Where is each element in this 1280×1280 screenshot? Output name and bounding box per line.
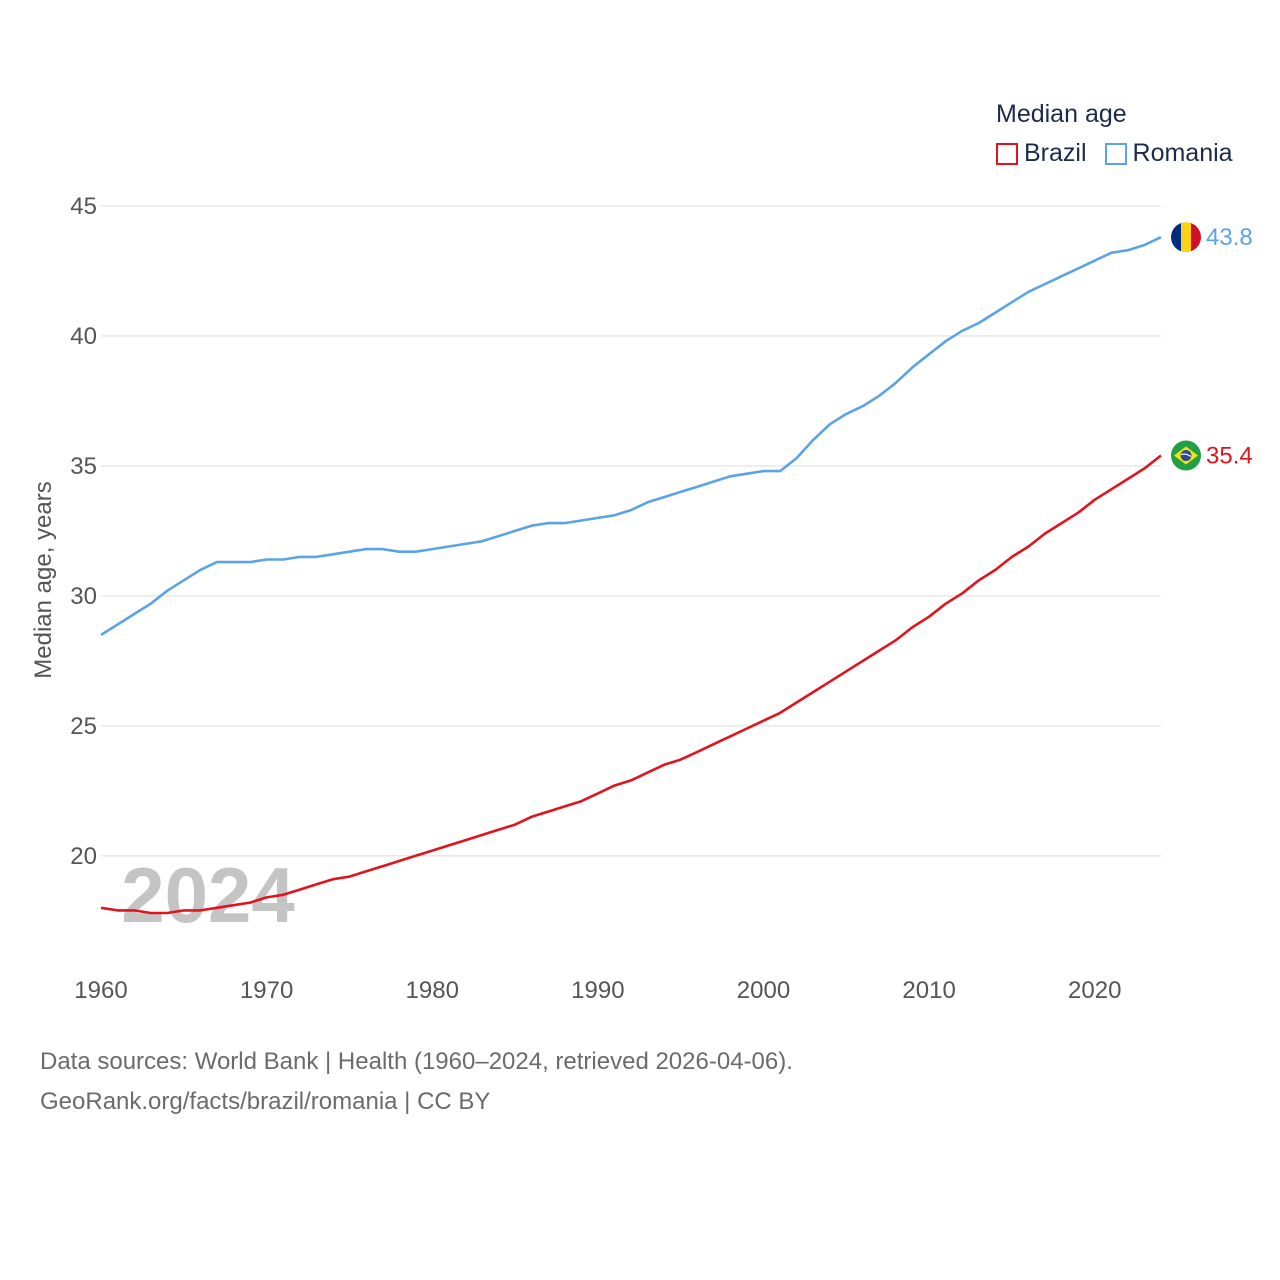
legend-label-romania: Romania [1132,139,1233,167]
legend-swatch-brazil [996,142,1018,165]
y-tick-label: 40 [70,323,97,350]
x-tick-label: 2020 [1068,977,1121,1004]
series-lines [100,236,1162,915]
y-tick-label: 25 [70,713,97,740]
year-watermark: 2024 [121,851,295,939]
brazil-flag-icon [1171,440,1201,471]
legend-item-brazil[interactable]: Brazil [996,139,1087,168]
y-tick-label: 45 [70,193,97,220]
x-tick-label: 1980 [406,977,459,1004]
legend-swatch-romania [1104,142,1127,165]
grid-lines [101,205,1161,857]
x-tick-label: 1990 [571,977,624,1004]
source-line: Data sources: World Bank | Health (1960–… [40,1048,793,1075]
legend: Median age Brazil Romania [996,100,1233,168]
x-tick-label: 1960 [74,977,127,1004]
series-line-romania [100,236,1162,637]
romania-end-marker: 43.8 [1171,222,1253,253]
x-tick-label: 1970 [240,977,293,1004]
x-tick-label: 2000 [737,977,790,1004]
data-sources: Data sources: World Bank | Health (1960–… [40,1042,793,1122]
brazil-end-marker: 35.4 [1171,440,1253,471]
y-tick-label: 30 [70,583,97,610]
series-line-brazil [100,454,1162,915]
brazil-end-value: 35.4 [1206,443,1253,470]
y-axis-label: Median age, years [30,481,57,678]
x-tick-label: 2010 [902,977,955,1004]
x-axis-ticks: 1960 1970 1980 1990 2000 2010 2020 [74,977,1121,1004]
romania-end-value: 43.8 [1206,224,1253,251]
legend-item-romania[interactable]: Romania [1104,139,1233,168]
legend-title: Median age [996,100,1127,128]
romania-flag-icon [1171,222,1201,253]
attribution-link[interactable]: GeoRank.org/facts/brazil/romania | CC BY [40,1088,491,1115]
y-axis-ticks: 20 25 30 35 40 45 [70,193,97,870]
y-tick-label: 20 [70,843,97,870]
y-tick-label: 35 [70,453,97,480]
legend-label-brazil: Brazil [1024,139,1087,167]
